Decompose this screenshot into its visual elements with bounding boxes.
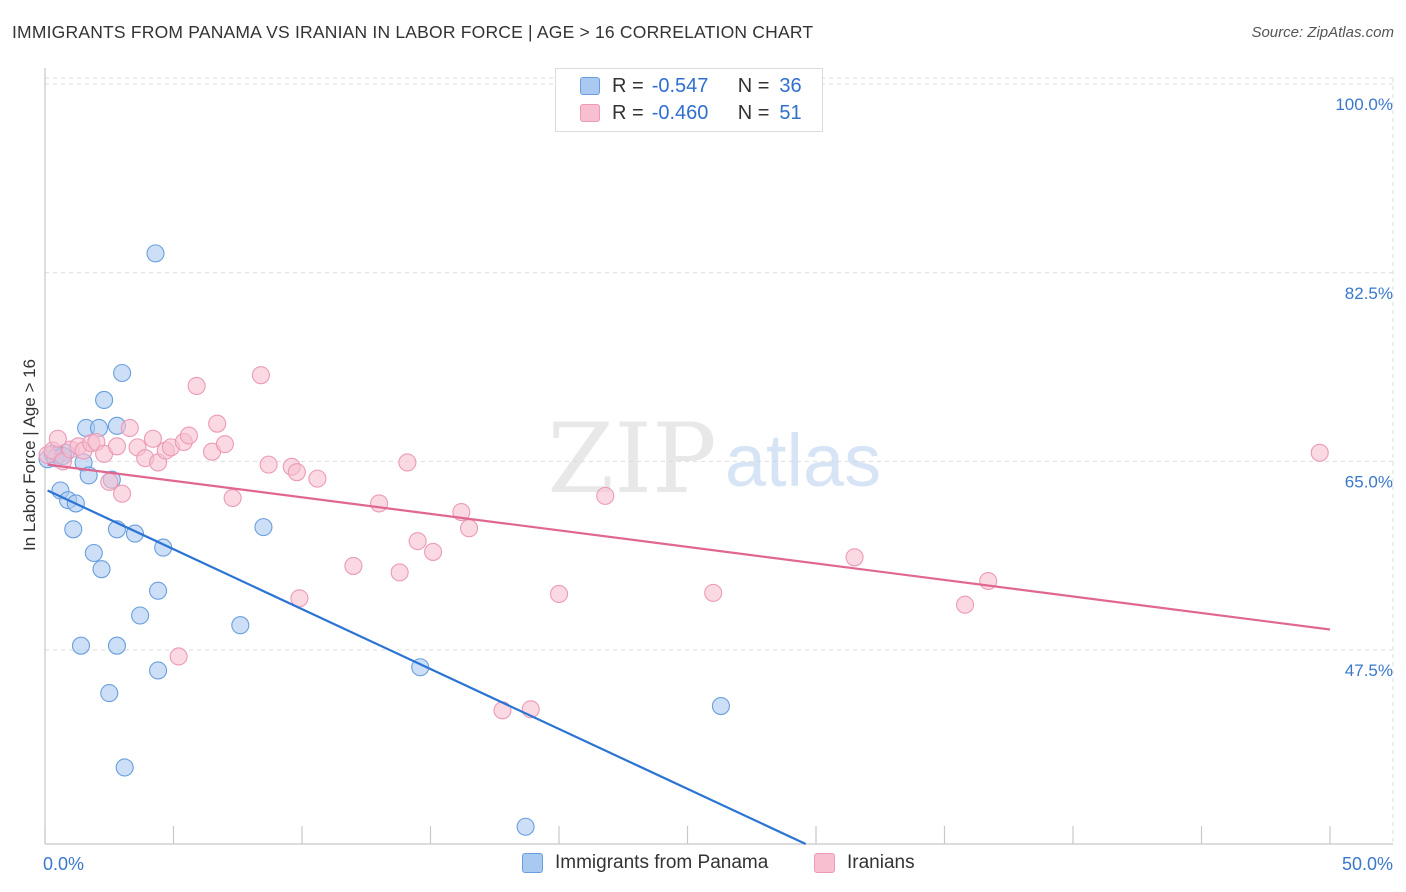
panama-point — [146, 244, 165, 263]
bottom-legend-iranians: Iranians — [814, 852, 915, 874]
legend-r-label: R = — [612, 101, 644, 124]
panama-point — [95, 390, 114, 410]
panama-legend-label: Immigrants from Panama — [555, 852, 769, 873]
iranians-point — [223, 488, 242, 508]
legend-r-label: R = — [612, 74, 644, 97]
axes — [44, 68, 1393, 845]
correlation-legend: R = -0.547 N = 36 R = -0.460 N = 51 — [555, 68, 823, 132]
watermark-atlas: atlas — [725, 419, 881, 502]
iranians-point — [344, 556, 363, 575]
iranians-point — [398, 453, 417, 472]
iranians-point — [390, 563, 409, 582]
iranians-point — [259, 455, 278, 474]
watermark: ZIP atlas — [547, 403, 881, 515]
panama-point — [149, 581, 168, 600]
iranians-point — [704, 583, 723, 602]
legend-n-label: N = — [737, 101, 770, 124]
iranians-point — [107, 437, 127, 456]
watermark-zip: ZIP — [547, 403, 716, 515]
iranians-point — [251, 366, 270, 385]
iranians-swatch — [580, 104, 600, 122]
panama-swatch — [580, 77, 600, 95]
legend-n-label: N = — [737, 74, 770, 97]
iranians-point — [179, 426, 198, 445]
iranians-legend-swatch — [814, 853, 835, 873]
panama-point — [149, 661, 168, 680]
panama-r-value: -0.547 — [651, 74, 709, 97]
iranians-point — [956, 595, 975, 614]
iranians-point — [48, 429, 67, 448]
panama-point — [107, 636, 127, 655]
iranians-point — [169, 647, 188, 666]
iranians-point — [424, 542, 443, 561]
legend-row-iranians: R = -0.460 N = 51 — [580, 101, 802, 125]
legend-row-panama: R = -0.547 N = 36 — [580, 74, 802, 98]
iranians-point — [113, 484, 132, 503]
chart-title: IMMIGRANTS FROM PANAMA VS IRANIAN IN LAB… — [12, 22, 814, 42]
data-points — [38, 244, 1329, 836]
panama-point — [711, 696, 730, 716]
panama-point — [113, 363, 132, 383]
axis-tick-labels: 100.0% 82.5% 65.0% 47.5% 0.0% 50.0% — [43, 95, 1393, 874]
iranians-point — [845, 548, 864, 567]
iranians-point — [287, 463, 306, 482]
panama-point — [115, 758, 134, 777]
iranians-point — [1310, 443, 1329, 462]
y-tick-label: 65.0% — [1345, 472, 1393, 491]
iranians-point — [208, 414, 227, 433]
x-tick-label-min: 0.0% — [43, 854, 84, 874]
iranians-point — [100, 472, 119, 491]
grid-lines — [45, 77, 1394, 844]
iranians-point — [120, 418, 139, 438]
iranians-point — [408, 532, 427, 551]
panama-point — [71, 636, 91, 655]
iranians-n-value: 51 — [779, 101, 802, 124]
iranians-point — [187, 376, 206, 395]
x-tick-label-max: 50.0% — [1342, 854, 1393, 874]
panama-point — [131, 606, 150, 625]
panama-trend-line — [47, 489, 807, 845]
iranians-point — [370, 494, 389, 513]
panama-point — [92, 560, 111, 579]
panama-point — [100, 684, 119, 703]
iranians-point — [215, 435, 234, 454]
iranians-legend-label: Iranians — [847, 852, 915, 873]
y-tick-label: 47.5% — [1345, 661, 1393, 680]
y-tick-label: 100.0% — [1335, 95, 1393, 114]
iranians-point — [308, 469, 327, 488]
panama-n-value: 36 — [779, 74, 802, 97]
iranians-point — [143, 429, 162, 448]
panama-point — [516, 817, 535, 836]
panama-point — [64, 520, 83, 539]
iranians-point — [459, 519, 479, 538]
trend-lines — [47, 463, 1331, 845]
bottom-legend-panama: Immigrants from Panama — [522, 852, 768, 874]
source-label: Source: ZipAtlas.com — [1251, 24, 1394, 41]
iranians-trend-line — [47, 463, 1331, 631]
panama-legend-swatch — [522, 853, 543, 873]
panama-point — [84, 543, 103, 563]
iranians-point — [596, 486, 615, 505]
iranians-r-value: -0.460 — [651, 101, 709, 124]
panama-point — [231, 616, 250, 635]
y-tick-label: 82.5% — [1345, 284, 1393, 303]
panama-point — [254, 518, 273, 537]
iranians-point — [549, 584, 569, 604]
